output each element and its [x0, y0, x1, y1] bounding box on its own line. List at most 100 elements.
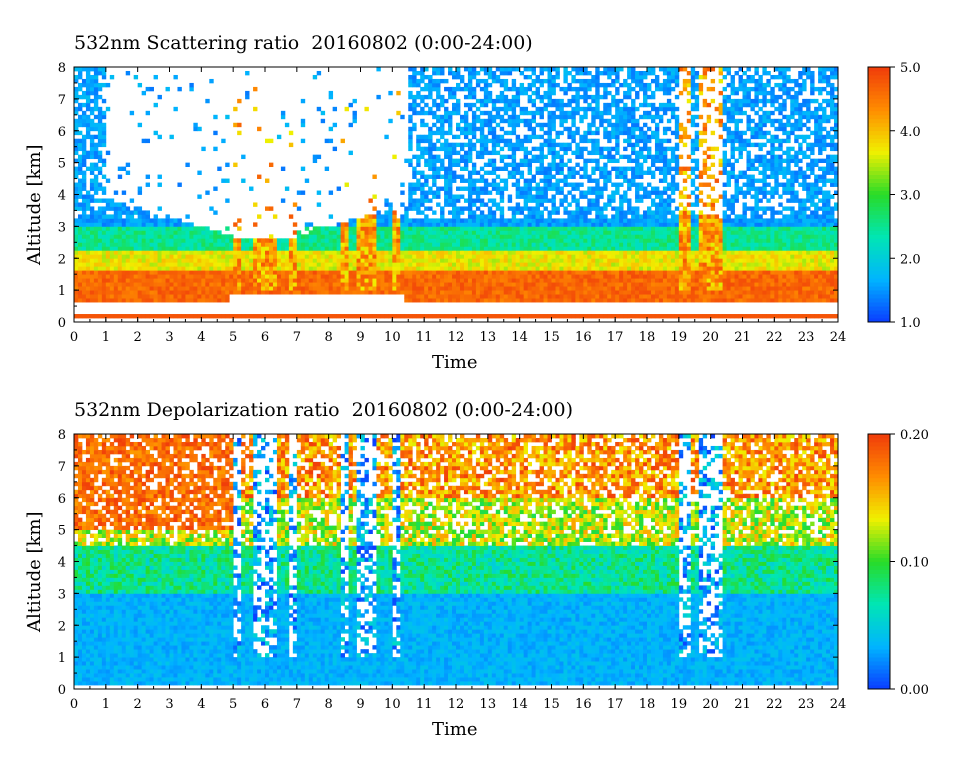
colorbar-cell [868, 517, 890, 523]
colorbar-tick-label: 0.10 [900, 556, 929, 571]
x-axis-label-depolarization: Time [432, 719, 478, 740]
colorbar-cell [868, 126, 890, 132]
colorbar-cell [868, 641, 890, 646]
colorbar-cell [868, 198, 890, 203]
y-tick-label: 4 [58, 556, 66, 571]
colorbar: 1.0 2.0 3.0 4.0 5.0 [867, 61, 921, 331]
x-tick-label: 19 [671, 697, 688, 712]
x-tick-label: 15 [543, 330, 560, 345]
colorbar-cell [868, 118, 890, 124]
colorbar-tick-label: 4.0 [900, 125, 921, 140]
x-tick-label: 17 [607, 330, 624, 345]
colorbar-cell [868, 481, 890, 487]
colorbar-cell [868, 605, 890, 610]
x-tick-label: 3 [165, 330, 173, 345]
colorbar-cell [868, 82, 890, 88]
x-tick-label: 20 [702, 697, 719, 712]
colorbar-cell [868, 206, 890, 211]
colorbar-cell [868, 589, 890, 594]
y-tick-label: 4 [58, 189, 66, 204]
colorbar-cell [868, 234, 890, 239]
y-tick-label: 1 [58, 284, 66, 299]
y-tick-label: 5 [58, 524, 66, 539]
colorbar-cell [868, 190, 890, 195]
colorbar-cell [868, 270, 890, 275]
colorbar-cell [868, 673, 890, 678]
x-tick-label: 7 [293, 330, 301, 345]
colorbar-cell [868, 437, 890, 443]
colorbar-tick-label: 0.20 [900, 428, 929, 443]
colorbar-cell [868, 505, 890, 511]
x-tick-label: 13 [480, 697, 497, 712]
colorbar-cell [868, 625, 890, 630]
y-tick-label: 7 [58, 93, 66, 108]
colorbar-cell [868, 649, 890, 654]
y-tick-label: 1 [58, 651, 66, 666]
colorbar-cell [868, 565, 890, 570]
colorbar-cell [868, 202, 890, 207]
x-tick-label: 9 [356, 697, 364, 712]
x-tick-label: 10 [384, 330, 401, 345]
colorbar-cell [868, 461, 890, 467]
colorbar-cell [868, 657, 890, 662]
y-tick-label: 5 [58, 157, 66, 172]
scattering-ratio-plot: 0 1 2 3 4 5 6 7 8 9 10 11 12 13 14 15 16 17 18 19 20 21 22 23 24… [58, 61, 921, 345]
x-tick-label: 11 [416, 697, 433, 712]
x-axis-ticks: 0 1 2 3 4 5 6 7 8 9 10 11 12 13 14 15 16 17 18 19 20 21 22 23 24 [70, 67, 846, 345]
x-tick-label: 7 [293, 697, 301, 712]
colorbar-cell [868, 629, 890, 634]
colorbar-cell [868, 533, 890, 538]
colorbar-cell [868, 146, 890, 152]
colorbar-cell [868, 553, 890, 558]
colorbar-cell [868, 67, 890, 72]
colorbar-cell [868, 497, 890, 503]
colorbar-cell [868, 581, 890, 586]
x-tick-label: 9 [356, 330, 364, 345]
y-tick-label: 3 [58, 587, 66, 602]
x-tick-label: 11 [416, 330, 433, 345]
colorbar-cell [868, 94, 890, 100]
colorbar-cell [868, 138, 890, 144]
y-tick-label: 8 [58, 428, 66, 443]
colorbar-cell [868, 218, 890, 223]
colorbar-cell [868, 669, 890, 674]
chart-title-scattering: 532nm Scattering ratio 20160802 (0:00-24… [74, 32, 533, 54]
colorbar-cell [868, 278, 890, 283]
colorbar-cell [868, 98, 890, 104]
colorbar-cell [868, 469, 890, 475]
colorbar-cell [868, 449, 890, 455]
colorbar-cell [868, 485, 890, 491]
y-axis-ticks: 0 1 2 3 4 5 6 7 8 [58, 428, 838, 698]
colorbar-cell [868, 142, 890, 148]
colorbar-cell [868, 186, 890, 191]
y-tick-label: 7 [58, 460, 66, 475]
colorbar-cell [868, 573, 890, 578]
x-tick-label: 16 [575, 330, 592, 345]
colorbar-cell [868, 613, 890, 618]
colorbar-cell [868, 521, 890, 527]
colorbar-cell [868, 513, 890, 519]
colorbar-cell [868, 557, 890, 562]
colorbar-cell [868, 541, 890, 546]
colorbar-cell [868, 158, 890, 164]
x-tick-label: 18 [639, 697, 656, 712]
x-tick-label: 18 [639, 330, 656, 345]
y-tick-label: 3 [58, 220, 66, 235]
colorbar-cell [868, 509, 890, 515]
x-tick-label: 12 [448, 697, 465, 712]
colorbar: 0.00 0.10 0.20 [867, 428, 929, 698]
y-axis-ticks: 0 1 2 3 4 5 6 7 8 [58, 61, 838, 331]
colorbar-cell [868, 441, 890, 447]
y-tick-label: 2 [58, 252, 66, 267]
colorbar-cell [868, 569, 890, 574]
colorbar-cell [868, 282, 890, 287]
colorbar-cell [868, 653, 890, 658]
heatmap-area [74, 434, 839, 686]
x-tick-label: 14 [511, 697, 528, 712]
colorbar-cell [868, 617, 890, 622]
x-tick-label: 14 [511, 330, 528, 345]
colorbar-cell [868, 150, 890, 156]
colorbar-cell [868, 122, 890, 128]
x-tick-label: 3 [165, 697, 173, 712]
colorbar-cell [868, 174, 890, 179]
